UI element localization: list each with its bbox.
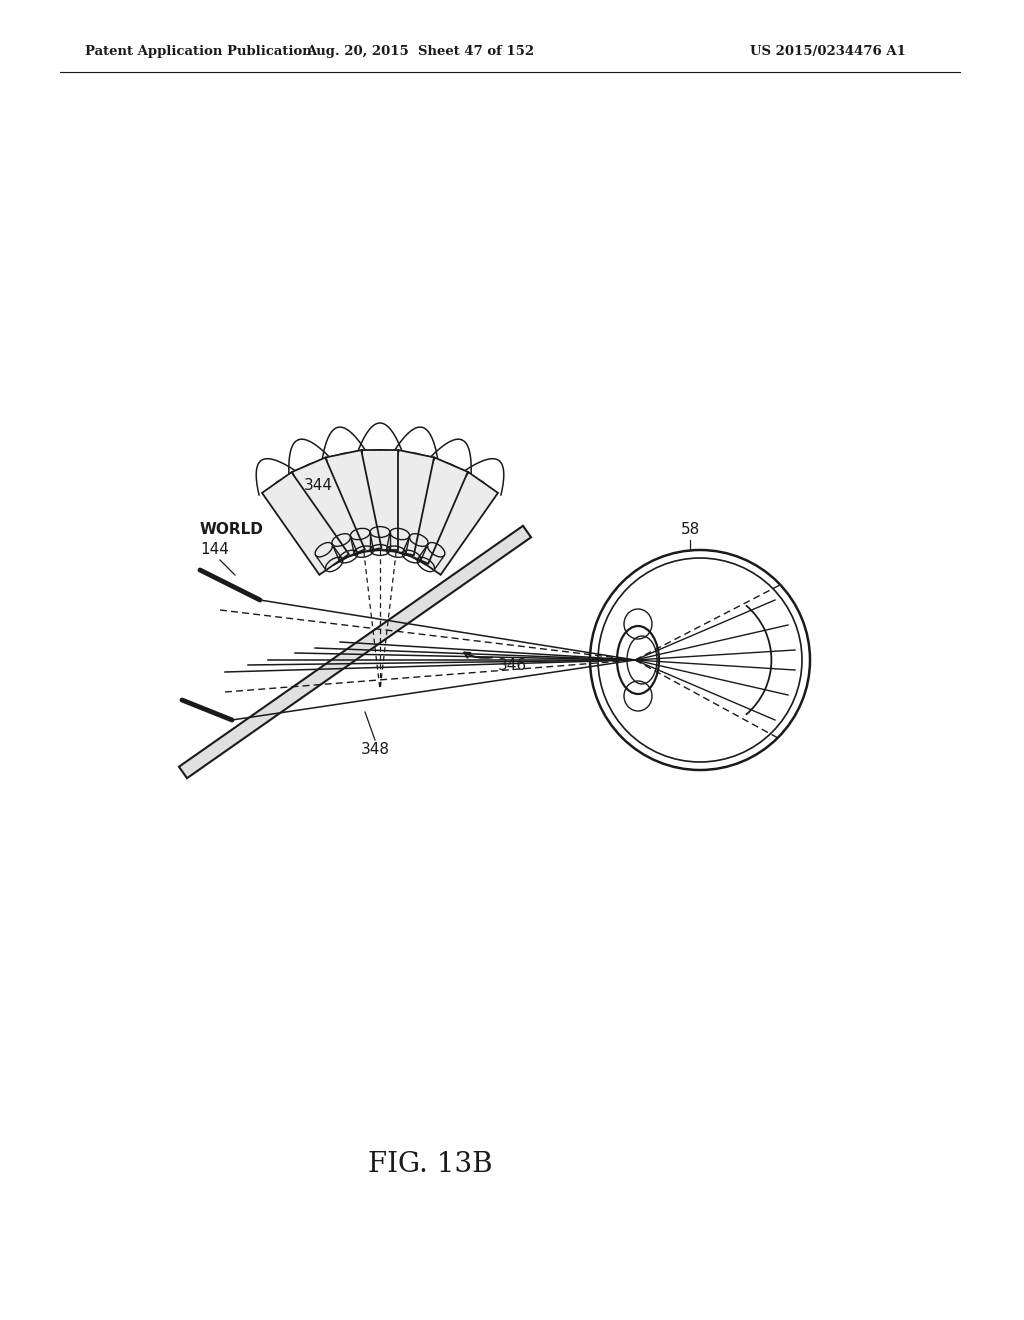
Polygon shape <box>262 473 349 574</box>
Text: 344: 344 <box>303 478 333 492</box>
Text: 144: 144 <box>200 543 229 557</box>
Text: 58: 58 <box>680 523 699 537</box>
Polygon shape <box>395 458 468 564</box>
Text: Aug. 20, 2015  Sheet 47 of 152: Aug. 20, 2015 Sheet 47 of 152 <box>306 45 535 58</box>
Text: US 2015/0234476 A1: US 2015/0234476 A1 <box>750 45 906 58</box>
Text: FIG. 13B: FIG. 13B <box>368 1151 493 1179</box>
Text: WORLD: WORLD <box>200 523 264 537</box>
Polygon shape <box>362 450 398 550</box>
Text: Patent Application Publication: Patent Application Publication <box>85 45 311 58</box>
Polygon shape <box>326 450 382 556</box>
Text: 346: 346 <box>498 657 527 672</box>
Polygon shape <box>412 473 498 574</box>
Text: 348: 348 <box>360 742 389 758</box>
Polygon shape <box>292 458 365 564</box>
Polygon shape <box>179 525 531 779</box>
Polygon shape <box>379 450 434 556</box>
